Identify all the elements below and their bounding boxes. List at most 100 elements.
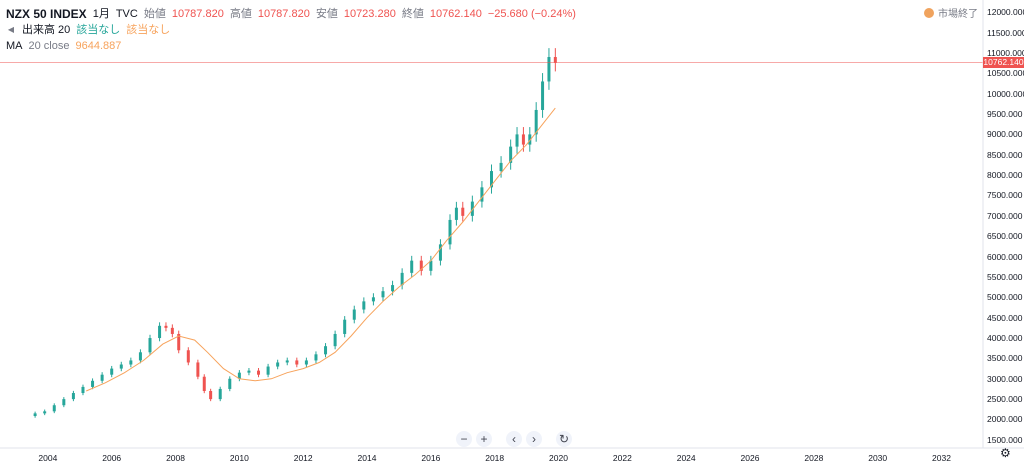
candle-body [352,309,356,320]
candle-body [429,260,433,271]
candle-body [177,333,181,351]
x-tick-label: 2016 [421,453,441,463]
candle-body [237,372,241,379]
candle-body [362,301,366,310]
candle-body [266,366,270,375]
settings-gear-icon[interactable]: ⚙ [1000,446,1011,460]
high-value: 10787.820 [257,8,310,20]
open-label: 始値 [143,8,166,20]
y-tick-label: 5500.000 [987,271,1023,282]
y-tick-label: 4500.000 [987,312,1023,323]
candle-body [247,370,251,373]
candle-body [209,390,213,400]
candle-body [314,354,318,361]
x-tick-label: 2030 [868,453,888,463]
y-tick-label: 3000.000 [987,373,1023,384]
y-tick-label: 1500.000 [987,434,1023,445]
change-value: −25.680 (−0.24%) [487,8,576,20]
candle-body [170,327,174,334]
candle-body [257,370,261,375]
zoom-out-icon[interactable]: − [456,431,472,447]
candle-body [509,146,513,163]
candle-body [391,285,395,292]
status-dot-icon [924,7,934,18]
x-tick-label: 2012 [293,453,313,463]
volume-row[interactable]: ◀ 出来高 20 該当なし 該当なし [6,22,576,38]
ma-value: 9644.887 [75,40,122,52]
candle-body [100,374,104,381]
x-tick-label: 2018 [485,453,505,463]
volume-value-2: 該当なし [126,24,171,36]
candle-body [480,187,484,202]
symbol-name[interactable]: NZX 50 INDEX [6,7,87,21]
chart-navigation: − + ‹ › ↻ [456,431,572,447]
candle-body [295,360,299,365]
y-tick-label: 6000.000 [987,251,1023,262]
candle-body [553,57,557,63]
candles [33,48,557,418]
candle-body [129,360,133,365]
candle-body [148,338,152,353]
candle-body [110,368,114,375]
y-tick-label: 7500.000 [987,190,1023,201]
x-tick-label: 2004 [38,453,58,463]
y-tick-label: 5000.000 [987,292,1023,303]
candle-body [33,413,37,417]
x-tick-label: 2032 [932,453,951,463]
candle-body [461,207,465,216]
x-tick-label: 2022 [612,453,632,463]
candle-body [186,350,190,363]
y-tick-label: 10000.000 [987,88,1024,99]
candle-body [285,360,289,363]
candle-body [470,201,474,216]
candle-body [534,109,538,135]
candle-body [343,319,347,334]
candle-body [228,378,232,389]
x-tick-label: 2026 [740,453,760,463]
candle-body [119,364,123,369]
y-tick-label: 11500.000 [987,27,1024,38]
y-tick-label: 2000.000 [987,414,1023,425]
x-tick-label: 2006 [102,453,122,463]
close-label: 終値 [401,8,424,20]
y-tick-label: 9000.000 [987,129,1023,140]
candle-body [371,297,375,302]
y-tick-label: 7000.000 [987,210,1023,221]
low-value: 10723.280 [343,8,396,20]
x-tick-label: 2024 [676,453,696,463]
y-tick-label: 11000.000 [987,47,1024,58]
scroll-right-icon[interactable]: › [526,431,542,447]
y-tick-label: 9500.000 [987,109,1023,120]
collapse-icon[interactable]: ◀ [7,25,15,34]
candle-body [515,134,519,147]
open-value: 10787.820 [171,8,224,20]
ma-row[interactable]: MA 20 close 9644.887 [6,38,576,54]
y-tick-label: 8500.000 [987,149,1023,160]
chart-legend: NZX 50 INDEX 1月 TVC 始値 10787.820 高値 10787.… [6,6,576,54]
ma-line [86,107,556,392]
candle-body [400,272,404,286]
y-tick-label: 4000.000 [987,333,1023,344]
candle-body [499,162,503,172]
candle-body [547,57,551,82]
legend-main-row[interactable]: NZX 50 INDEX 1月 TVC 始値 10787.820 高値 10787.… [6,6,576,22]
reset-icon[interactable]: ↻ [556,431,572,447]
candle-body [91,380,95,387]
volume-value-1: 該当なし [76,24,121,36]
ma-label: MA [6,40,23,52]
scroll-left-icon[interactable]: ‹ [506,431,522,447]
candle-body [541,81,545,110]
x-tick-label: 2028 [804,453,824,463]
high-label: 高値 [229,8,252,20]
zoom-in-icon[interactable]: + [476,431,492,447]
y-tick-label: 2500.000 [987,394,1023,405]
x-tick-label: 2008 [166,453,185,463]
price-axis[interactable]: 12000.000 11500.000 11000.000 10500.000 1000… [983,0,1024,465]
candle-body [304,360,308,365]
volume-label: 出来高 20 [22,24,71,36]
y-tick-label: 12000.000 [987,7,1024,18]
candle-body [438,244,442,261]
x-tick-label: 2020 [549,453,568,463]
candle-body [333,333,337,347]
